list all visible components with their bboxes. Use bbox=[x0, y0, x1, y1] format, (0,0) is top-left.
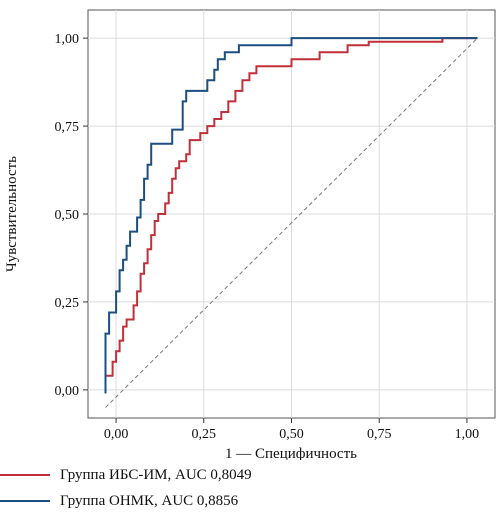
x-tick-label-1: 0,25 bbox=[192, 427, 217, 442]
legend-label-ibs-im: Группа ИБС-ИМ, AUC 0,8049 bbox=[60, 466, 252, 483]
legend-item-ibs-im: Группа ИБС-ИМ, AUC 0,8049 bbox=[0, 462, 504, 488]
y-axis-ticks: 0,00 0,25 0,50 0,75 1,00 bbox=[55, 32, 88, 399]
legend-swatch-ibs-im bbox=[0, 474, 50, 476]
x-tick-label-3: 0,75 bbox=[367, 427, 392, 442]
y-tick-label-4: 1,00 bbox=[55, 32, 80, 47]
reference-diagonal-line bbox=[105, 37, 478, 408]
series-line-1 bbox=[104, 37, 478, 394]
y-axis-title: Чувствительность bbox=[4, 156, 20, 272]
roc-chart: 0,00 0,25 0,50 0,75 1,00 0,00 0,25 0,50 0,75 1,0… bbox=[4, 9, 496, 460]
y-tick-label-1: 0,25 bbox=[55, 296, 80, 311]
x-tick-label-0: 0,00 bbox=[104, 427, 129, 442]
legend: Группа ИБС-ИМ, AUC 0,8049 Группа ОНМК, A… bbox=[0, 462, 504, 514]
x-tick-label-4: 1,00 bbox=[455, 427, 480, 442]
legend-label-onmk: Группа ОНМК, AUC 0,8856 bbox=[60, 492, 239, 509]
y-tick-label-2: 0,50 bbox=[55, 208, 80, 223]
x-axis-ticks: 0,00 0,25 0,50 0,75 1,00 bbox=[104, 418, 479, 442]
series-line-0 bbox=[104, 37, 478, 394]
legend-item-onmk: Группа ОНМК, AUC 0,8856 bbox=[0, 488, 504, 514]
legend-swatch-onmk bbox=[0, 500, 50, 502]
y-tick-label-3: 0,75 bbox=[55, 120, 80, 135]
reference-diagonal bbox=[105, 37, 478, 408]
x-tick-label-2: 0,50 bbox=[279, 427, 304, 442]
y-tick-label-0: 0,00 bbox=[55, 384, 80, 399]
series-lines bbox=[104, 37, 478, 394]
x-axis-title: 1 — Специфичность bbox=[225, 446, 357, 460]
